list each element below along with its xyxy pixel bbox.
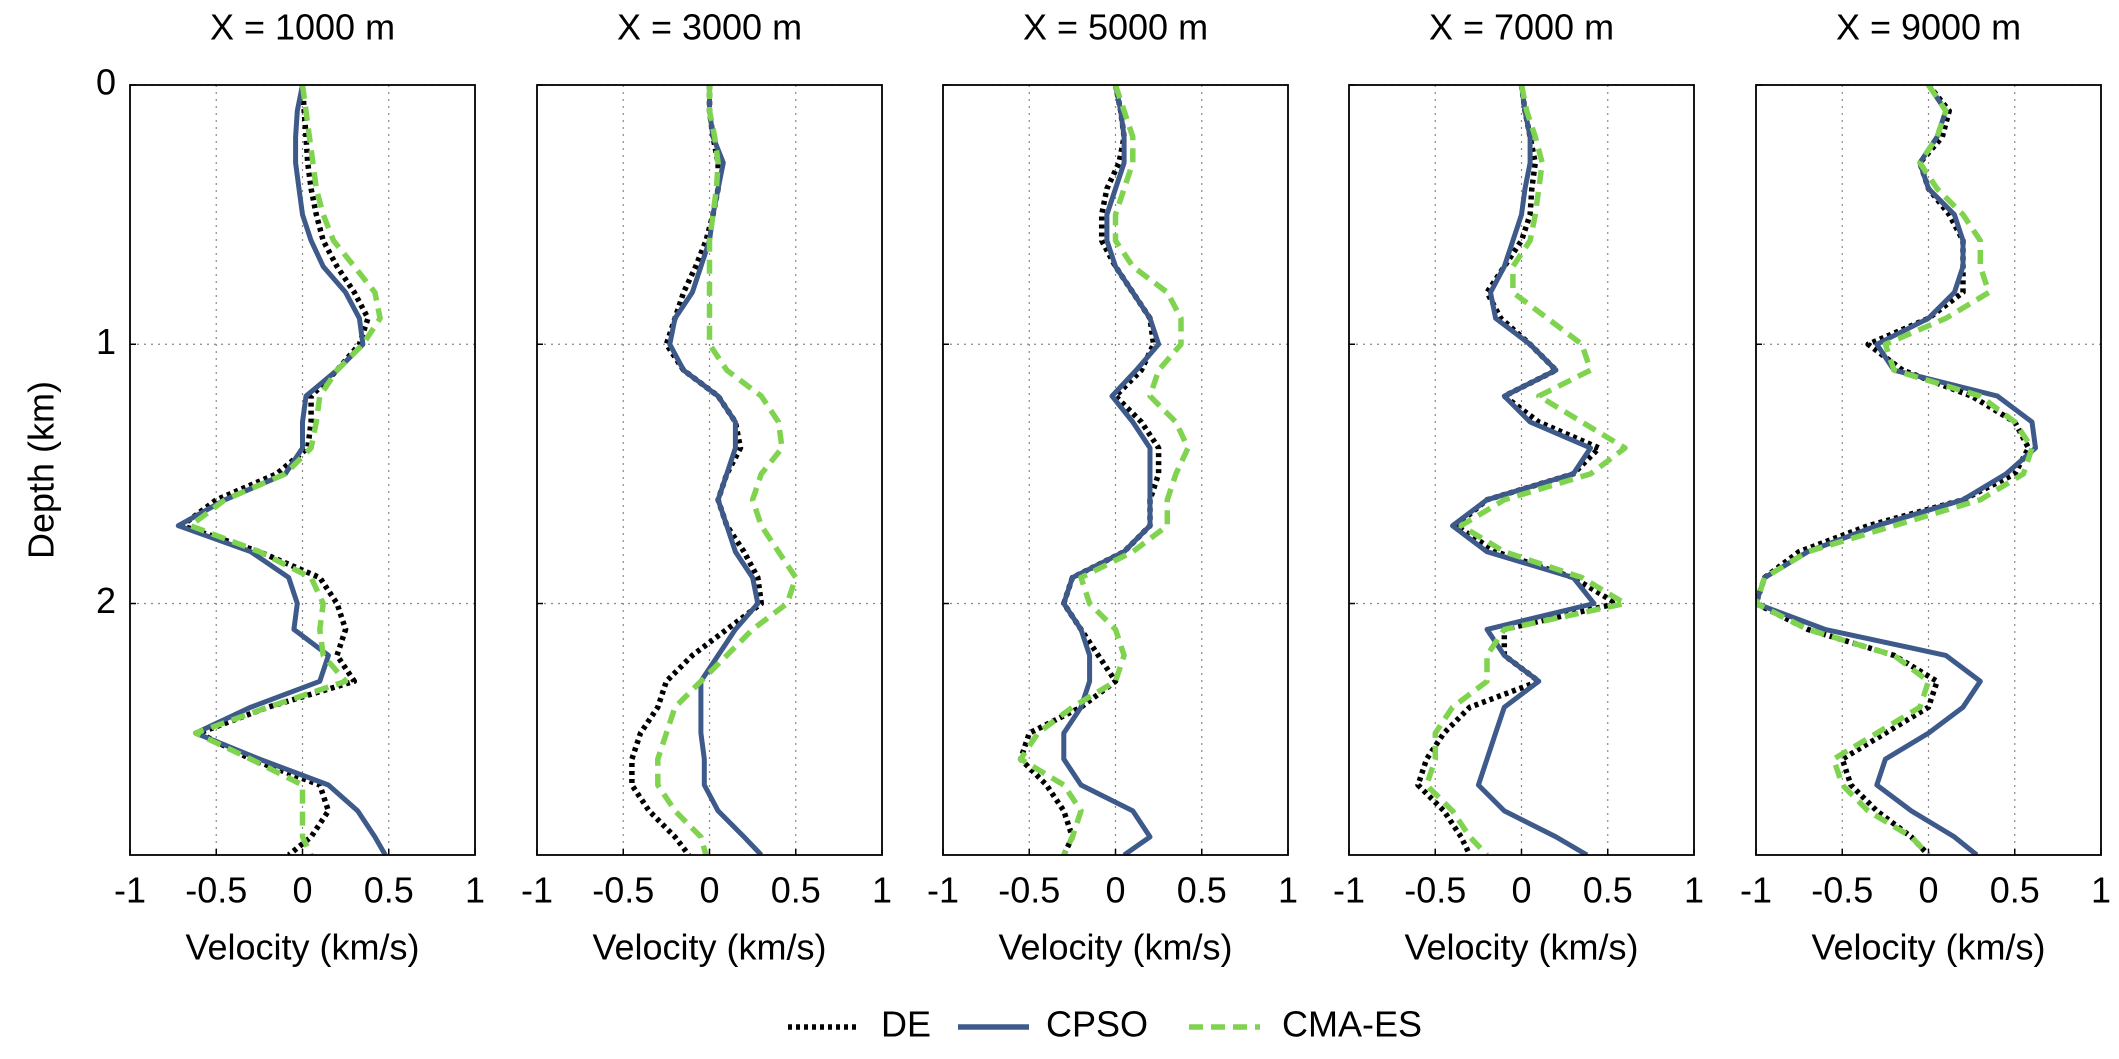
series-line <box>655 85 799 855</box>
series-line <box>1756 85 2038 855</box>
series-line <box>1061 85 1162 855</box>
plot-frame <box>942 84 1289 856</box>
y-tick-label: 2 <box>96 580 116 621</box>
y-axis-label: Depth (km) <box>21 381 62 559</box>
panel-title: X = 5000 m <box>1023 7 1208 48</box>
x-tick-label: 1 <box>1278 870 1298 911</box>
x-axis-label: Velocity (km/s) <box>998 927 1232 968</box>
legend-label: DE <box>881 1004 931 1045</box>
series-line <box>1450 85 1597 855</box>
x-axis-label: Velocity (km/s) <box>592 927 826 968</box>
series-line <box>1017 85 1191 855</box>
x-tick-label: 0 <box>1105 870 1125 911</box>
x-tick-label: -1 <box>521 870 553 911</box>
x-tick-label: 0.5 <box>1583 870 1633 911</box>
legend-label: CMA-ES <box>1282 1004 1422 1045</box>
series-line <box>1415 85 1620 855</box>
x-tick-label: 0 <box>1918 870 1938 911</box>
panel-title: X = 1000 m <box>210 7 395 48</box>
legend-label: CPSO <box>1046 1004 1148 1045</box>
x-tick-label: 1 <box>465 870 485 911</box>
x-tick-label: 1 <box>2091 870 2111 911</box>
panel-title: X = 3000 m <box>617 7 802 48</box>
y-tick-label: 0 <box>96 62 116 103</box>
x-tick-label: 0.5 <box>1177 870 1227 911</box>
x-tick-label: -0.5 <box>185 870 247 911</box>
series-line <box>179 85 371 855</box>
series-line <box>1756 85 2035 855</box>
series-line <box>1017 85 1162 855</box>
x-tick-label: -1 <box>927 870 959 911</box>
plot-frame <box>1348 84 1695 856</box>
series-line <box>667 85 764 855</box>
x-tick-label: -1 <box>1333 870 1365 911</box>
x-axis-label: Velocity (km/s) <box>1404 927 1638 968</box>
x-tick-label: -1 <box>114 870 146 911</box>
x-tick-label: -0.5 <box>998 870 1060 911</box>
x-tick-label: 1 <box>1684 870 1704 911</box>
x-axis-label: Velocity (km/s) <box>185 927 419 968</box>
x-axis-label: Velocity (km/s) <box>1811 927 2045 968</box>
y-tick-label: 1 <box>96 321 116 362</box>
x-tick-label: 0.5 <box>1990 870 2040 911</box>
x-tick-label: 0 <box>1511 870 1531 911</box>
x-tick-label: 0.5 <box>771 870 821 911</box>
series-line <box>1423 85 1628 855</box>
x-tick-label: -0.5 <box>1404 870 1466 911</box>
plot-frame <box>1755 84 2102 856</box>
series-line <box>629 85 765 855</box>
series-line <box>187 85 383 855</box>
plot-frame <box>129 84 476 856</box>
x-tick-label: 0.5 <box>364 870 414 911</box>
x-tick-label: -0.5 <box>1811 870 1873 911</box>
x-tick-label: 1 <box>872 870 892 911</box>
plot-frame <box>536 84 883 856</box>
panel-title: X = 7000 m <box>1429 7 1614 48</box>
series-line <box>1756 85 2032 855</box>
x-tick-label: -0.5 <box>592 870 654 911</box>
panel-title: X = 9000 m <box>1836 7 2021 48</box>
x-tick-label: -1 <box>1740 870 1772 911</box>
x-tick-label: 0 <box>699 870 719 911</box>
x-tick-label: 0 <box>292 870 312 911</box>
